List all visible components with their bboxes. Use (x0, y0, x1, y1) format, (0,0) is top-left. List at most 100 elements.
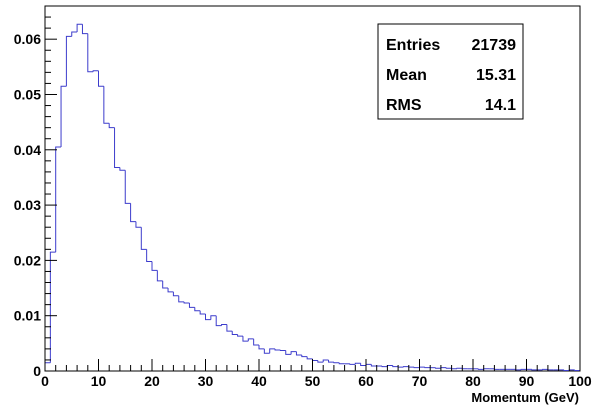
histogram-bin (456, 367, 463, 369)
x-tick-label: 50 (305, 373, 321, 389)
histogram-bin (231, 331, 238, 335)
histogram-bin (445, 367, 452, 369)
histogram-bin (574, 369, 580, 371)
histogram-bin (124, 170, 131, 204)
histogram-bin (295, 351, 302, 356)
histogram-bin (365, 363, 372, 366)
histogram-bin (338, 362, 345, 365)
histogram-bin (81, 24, 88, 35)
histogram-bin (568, 369, 575, 371)
histogram-bin (408, 366, 415, 368)
histogram-bin (440, 367, 447, 369)
histogram-bin (402, 366, 409, 368)
histogram-bin (279, 349, 286, 352)
histogram-bin (424, 367, 431, 369)
x-axis-title: Momentum (GeV) (471, 390, 579, 405)
y-tick-label: 0.05 (14, 86, 41, 102)
histogram-bin (349, 363, 356, 365)
histogram-bin (215, 315, 222, 327)
histogram-bin (419, 366, 425, 368)
histogram-bin (370, 364, 377, 367)
histogram-bin (322, 359, 329, 363)
x-tick-label: 0 (41, 373, 49, 389)
histogram-bin (392, 365, 399, 368)
histogram-bin (328, 359, 334, 363)
stats-rms-value: 14.1 (485, 97, 516, 114)
histogram-bin (301, 354, 308, 358)
stats-mean-value: 15.31 (476, 67, 516, 84)
x-tick-label: 90 (519, 373, 535, 389)
y-tick-label: 0.04 (14, 142, 41, 158)
stats-rms-label: RMS (386, 97, 422, 114)
histogram-bin (563, 369, 570, 371)
stats-entries-value: 21739 (472, 37, 517, 54)
histogram-bin (60, 85, 67, 148)
histogram-bin (156, 270, 163, 282)
x-tick-label: 30 (198, 373, 214, 389)
histogram-bin (477, 368, 484, 370)
histogram-bin (381, 366, 388, 368)
histogram-bin (119, 167, 126, 171)
histogram-bin (354, 362, 361, 365)
histogram-bin (306, 356, 313, 360)
histogram-bin (114, 127, 120, 168)
histogram-bin (98, 70, 104, 87)
y-tick-label: 0.01 (14, 308, 41, 324)
histogram-bin (483, 368, 490, 370)
x-tick-label: 70 (412, 373, 428, 389)
histogram-bin (520, 368, 527, 370)
histogram-bin (71, 31, 78, 37)
x-tick-label: 10 (91, 373, 107, 389)
histogram-bin (269, 348, 276, 354)
histogram-bin (135, 221, 142, 228)
histogram-bin (108, 123, 115, 129)
y-tick-label: 0.02 (14, 252, 41, 268)
histogram-bin (76, 23, 83, 32)
histogram-bin (205, 314, 211, 321)
stats-box-border (377, 23, 524, 120)
histogram-bin (242, 336, 249, 342)
y-tick-label: 0.03 (14, 197, 41, 213)
histogram-bin (49, 251, 56, 363)
histogram-bin (317, 360, 324, 363)
histogram-bin (188, 302, 195, 308)
histogram-bin (435, 367, 441, 369)
histogram-bin (140, 227, 147, 250)
histogram-bin (274, 348, 281, 351)
histogram-bin (130, 203, 136, 223)
histogram-bin (386, 364, 393, 367)
axes (44, 5, 581, 372)
histogram-bin (226, 324, 233, 332)
histogram-bin (397, 366, 404, 368)
stats-box: Entries 21739 Mean 15.31 RMS 14.1 (377, 23, 524, 120)
histogram-series (44, 23, 580, 371)
histogram-bin (183, 301, 190, 304)
x-tick-label: 20 (144, 373, 160, 389)
histogram-bin (247, 338, 254, 342)
x-tick-label: 80 (465, 373, 481, 389)
histogram-bin (87, 33, 94, 73)
histogram-bin (44, 362, 51, 371)
stats-mean-label: Mean (386, 67, 427, 84)
histogram-bin (542, 368, 548, 370)
histogram-bin (55, 146, 62, 253)
histogram-bin (210, 315, 217, 320)
histogram-bin (221, 324, 227, 326)
x-tick-labels: 0 10 20 30 40 50 60 70 80 90 100 (41, 373, 592, 389)
histogram-bin (515, 369, 522, 371)
histogram-bin (146, 249, 152, 262)
histogram-bin (263, 348, 270, 354)
histogram-bin (258, 345, 265, 350)
y-tick-labels: 0 0.01 0.02 0.03 0.04 0.05 0.06 (14, 31, 41, 379)
histogram-bin (547, 369, 554, 371)
histogram-bin (285, 350, 292, 355)
histogram-bin (360, 363, 366, 366)
histogram-bin (312, 358, 318, 361)
x-tick-label: 100 (568, 373, 592, 389)
histogram-bin (92, 70, 99, 72)
histogram-bin (237, 334, 243, 337)
histogram-bin (333, 362, 340, 364)
histogram-bin (199, 310, 206, 315)
histogram-bin (178, 295, 185, 303)
